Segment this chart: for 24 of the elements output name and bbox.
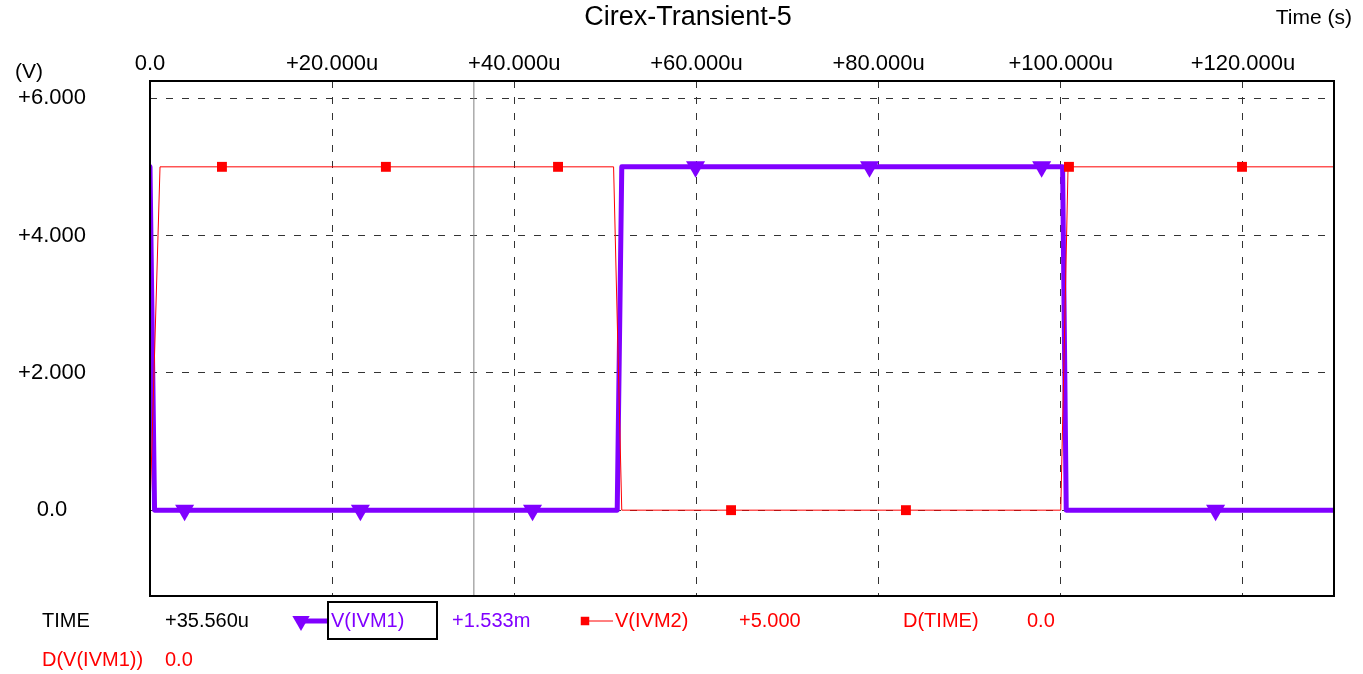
y-tick-label: 0.0 — [36, 496, 68, 522]
text: D(TIME) — [903, 608, 979, 631]
x-tick-label: +20.000u — [285, 49, 379, 75]
text: +35.560u — [165, 608, 249, 631]
text: D(V(IVM1)) — [42, 647, 144, 670]
text: +1.533m — [452, 608, 531, 631]
x-axis-title: Time (s) — [1275, 4, 1352, 28]
x-tick-label: +100.000u — [1008, 49, 1114, 75]
text: 0.0 — [165, 647, 193, 670]
y-tick-label: +6.000 — [18, 84, 86, 110]
y-tick-label: +2.000 — [18, 358, 86, 384]
x-tick-label: +60.000u — [650, 49, 743, 75]
chart-title: Cirex-Transient-5 — [584, 1, 792, 32]
x-tick-label: +40.000u — [468, 49, 561, 75]
y-axis-title: (V) — [15, 58, 43, 82]
text: TIME — [42, 608, 90, 631]
text: 0.0 — [1027, 608, 1055, 631]
y-tick-label: +4.000 — [18, 221, 86, 247]
x-tick-label: 0.0 — [134, 49, 166, 75]
legend-label: V(IVM1) — [331, 608, 405, 631]
x-tick-label: +80.000u — [832, 49, 925, 75]
legend-label: V(IVM2) — [615, 608, 689, 631]
x-tick-label: +120.000u — [1190, 49, 1296, 75]
text: +5.000 — [739, 608, 801, 631]
